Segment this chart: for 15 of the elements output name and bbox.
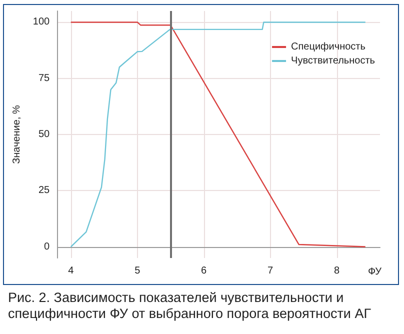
y-tick-label: 25 xyxy=(38,185,50,196)
y-tick-label: 50 xyxy=(38,129,50,140)
y-tick-label: 0 xyxy=(44,241,50,252)
legend-label: Чувствительность xyxy=(291,56,376,66)
x-tick-label: 7 xyxy=(268,266,274,276)
x-tick-label: 8 xyxy=(334,266,340,276)
x-tick-label: 5 xyxy=(134,266,141,276)
y-tick-label: 75 xyxy=(38,72,50,84)
x-tick-label: 4 xyxy=(68,266,74,276)
legend-label: Специфичность xyxy=(291,42,366,52)
x-axis-title: ФУ xyxy=(368,266,382,278)
y-tick-label: 100 xyxy=(32,16,50,28)
y-axis-title: Значение, % xyxy=(12,104,22,164)
text: Рис. 2. Зависимость показателей чувствительности и специфичности ФУ от выбранного порога вероятности АГ xyxy=(8,290,372,322)
x-tick-label: 6 xyxy=(201,266,208,276)
